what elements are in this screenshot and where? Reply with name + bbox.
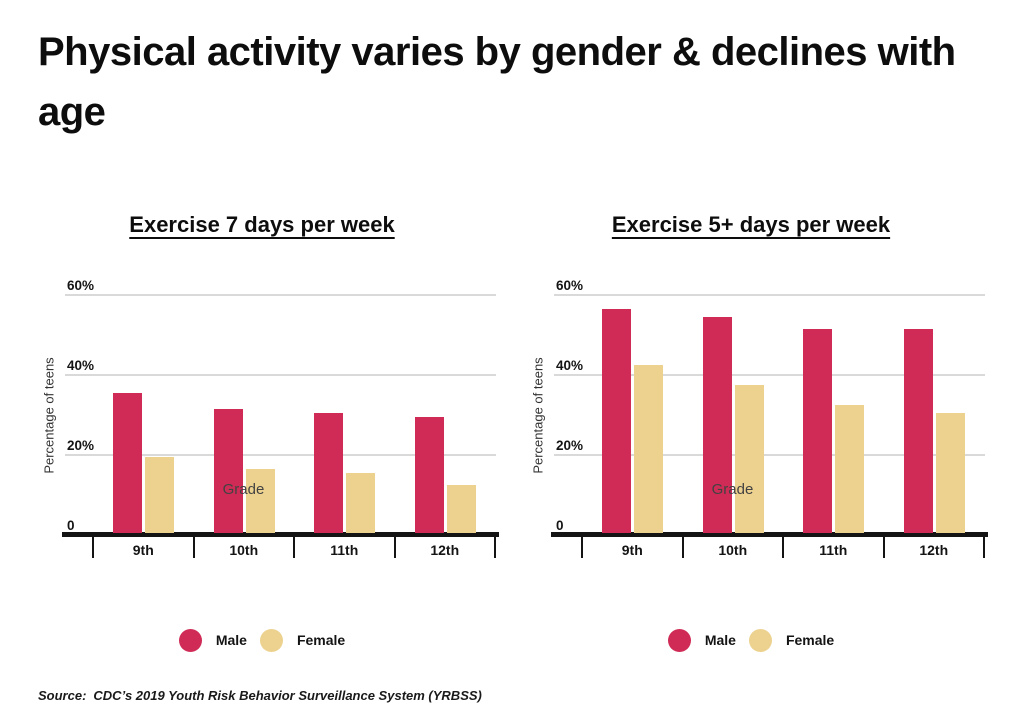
y-axis-label: Percentage of teens — [530, 356, 546, 474]
x-axis-tick — [983, 535, 985, 558]
chart-exercise-5plus-days: Exercise 5+ days per week Percentage of … — [517, 205, 988, 665]
y-tick-label: 60% — [556, 278, 584, 293]
gridline-60% — [65, 294, 496, 296]
x-tick-label-10th: 10th — [718, 542, 748, 558]
x-axis-line — [62, 532, 499, 537]
bar-female-11th — [835, 405, 864, 533]
x-tick-label-11th: 11th — [330, 542, 359, 558]
x-axis-tick — [681, 535, 684, 558]
bar-female-10th — [734, 385, 764, 533]
bar-female-12th — [446, 485, 476, 533]
plot-area: 60% 40% 20% 0 9th 10th 11th 12th — [62, 278, 499, 558]
chart-title: Exercise 7 days per week — [129, 212, 395, 237]
bar-male-11th — [314, 413, 343, 533]
legend-label: Male — [215, 632, 247, 648]
page-title: Physical activity varies by gender & dec… — [38, 30, 956, 134]
y-tick-label: 0 — [556, 518, 564, 533]
bar-male-10th — [702, 317, 732, 533]
gridline-20% — [65, 454, 496, 456]
legend-label: Female — [296, 632, 346, 648]
x-axis-tick — [92, 535, 94, 558]
x-axis-tick — [393, 535, 396, 558]
bar-male-9th — [602, 309, 631, 533]
x-tick-label-9th: 9th — [132, 542, 154, 558]
x-tick-label-9th: 9th — [621, 542, 643, 558]
x-axis-line — [551, 532, 988, 537]
legend-dot-female — [259, 628, 283, 652]
y-tick-label: 60% — [67, 278, 95, 293]
bar-male-11th — [803, 329, 832, 533]
y-tick-label: 20% — [67, 438, 95, 453]
x-tick-label-12th: 12th — [919, 542, 949, 558]
bar-male-12th — [414, 417, 444, 533]
x-axis-label: Grade — [711, 481, 754, 498]
x-axis-tick — [581, 535, 583, 558]
gridline-60% — [554, 294, 985, 296]
plot-area: 60% 40% 20% 0 9th 10th 11th 12th — [551, 278, 988, 558]
y-axis-label: Percentage of teens — [41, 356, 57, 474]
x-tick-label-10th: 10th — [229, 542, 259, 558]
legend-dot-male — [178, 628, 202, 652]
gridline-40% — [554, 374, 985, 376]
legend-item-male: Male — [178, 628, 247, 652]
x-axis-tick — [782, 535, 784, 558]
bar-male-10th — [213, 409, 243, 533]
bar-female-12th — [935, 413, 965, 533]
chart-title: Exercise 5+ days per week — [611, 212, 891, 237]
y-tick-label: 40% — [556, 358, 584, 373]
legend-dot-female — [748, 628, 772, 652]
bar-male-12th — [903, 329, 933, 533]
legend-label: Female — [785, 632, 835, 648]
legend: Male Female — [517, 628, 985, 652]
gridline-20% — [554, 454, 985, 456]
source-label: Source: — [38, 688, 87, 703]
x-axis-label: Grade — [222, 481, 265, 498]
legend-label: Male — [704, 632, 736, 648]
x-axis-tick — [882, 535, 885, 558]
x-tick-label-12th: 12th — [430, 542, 460, 558]
source-text: CDC’s 2019 Youth Risk Behavior Surveilla… — [93, 688, 482, 703]
source-citation: Source: CDC’s 2019 Youth Risk Behavior Su… — [38, 688, 482, 703]
x-tick-label-11th: 11th — [819, 542, 848, 558]
x-axis-tick — [494, 535, 496, 558]
bar-female-11th — [346, 473, 375, 533]
bar-female-9th — [634, 365, 663, 533]
legend-dot-male — [667, 628, 691, 652]
chart-exercise-7-days: Exercise 7 days per week Percentage of t… — [28, 205, 499, 665]
x-axis-tick — [293, 535, 295, 558]
y-tick-label: 20% — [556, 438, 584, 453]
legend-item-female: Female — [748, 628, 835, 652]
bar-male-9th — [113, 393, 142, 533]
bar-female-10th — [245, 469, 275, 533]
y-tick-label: 0 — [67, 518, 75, 533]
x-axis-tick — [192, 535, 195, 558]
bar-female-9th — [145, 457, 174, 533]
legend-item-female: Female — [259, 628, 346, 652]
gridline-40% — [65, 374, 496, 376]
y-tick-label: 40% — [67, 358, 95, 373]
legend-item-male: Male — [667, 628, 736, 652]
legend: Male Female — [28, 628, 496, 652]
